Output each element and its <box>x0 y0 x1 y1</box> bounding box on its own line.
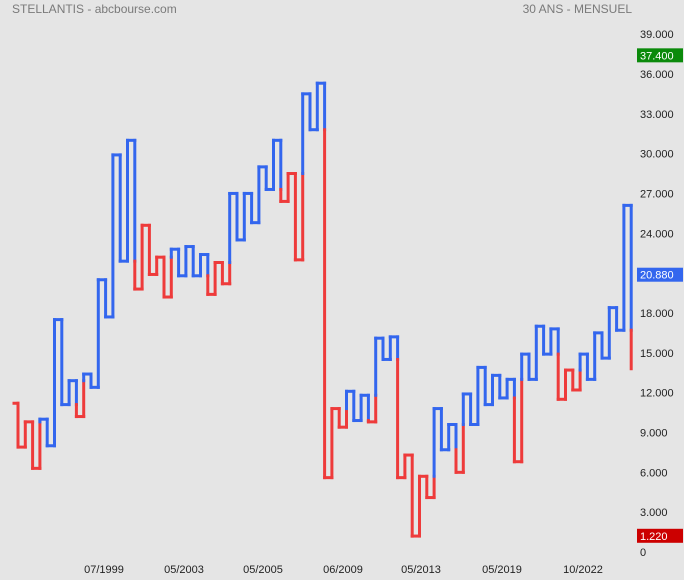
y-axis-ticks: 39.000 36.000 33.000 30.000 27.000 24.000 18.0… <box>640 29 674 559</box>
low-badge-label: 1.220 <box>640 531 668 543</box>
y-tick-label: 3.000 <box>640 507 668 519</box>
y-tick-label: 27.000 <box>640 188 674 200</box>
x-tick-label: 10/2022 <box>563 564 603 576</box>
y-tick-label: 24.000 <box>640 228 674 240</box>
high-badge <box>637 48 683 63</box>
y-tick-label: 33.000 <box>640 109 674 121</box>
chart-period: 30 ANS - MENSUEL <box>522 2 632 16</box>
x-tick-label: 07/1999 <box>84 564 124 576</box>
y-tick-label: 15.000 <box>640 348 674 360</box>
y-tick-label: 18.000 <box>640 308 674 320</box>
x-tick-label: 05/2005 <box>243 564 283 576</box>
x-tick-label: 05/2003 <box>164 564 204 576</box>
x-tick-label: 05/2013 <box>401 564 441 576</box>
y-tick-label: 12.000 <box>640 388 674 400</box>
current-price-label: 20.880 <box>640 270 674 282</box>
x-axis-ticks: 07/1999 05/2003 05/2005 06/2009 05/2013 05/20… <box>84 564 603 576</box>
price-series <box>12 81 633 538</box>
low-badge <box>637 528 683 543</box>
chart-title: STELLANTIS - abcbourse.com <box>12 2 177 16</box>
y-tick-label: 36.000 <box>640 69 674 81</box>
y-tick-label: 9.000 <box>640 427 668 439</box>
y-tick-label: 30.000 <box>640 149 674 161</box>
current-price-badge <box>637 267 683 282</box>
x-tick-label: 06/2009 <box>323 564 363 576</box>
y-tick-label: 39.000 <box>640 29 674 41</box>
price-badges: 37.400 20.880 1.220 <box>637 48 683 543</box>
y-tick-label: 0 <box>640 547 646 559</box>
y-tick-label: 6.000 <box>640 467 668 479</box>
x-tick-label: 05/2019 <box>482 564 522 576</box>
high-badge-label: 37.400 <box>640 50 674 62</box>
